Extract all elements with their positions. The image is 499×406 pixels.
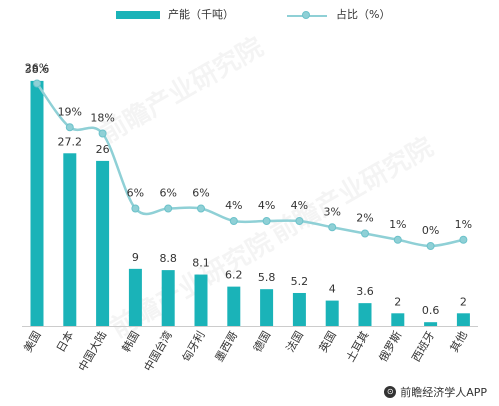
line-value-label: 1% (389, 218, 406, 231)
bar-value-label: 3.6 (356, 285, 374, 298)
line-point (197, 204, 205, 213)
x-tick-label: 俄罗斯 (377, 329, 405, 364)
line-value-label: 0% (422, 224, 439, 237)
line-value-label: 4% (258, 199, 275, 212)
x-tick-label: 德国 (250, 329, 273, 355)
line-point (229, 217, 238, 225)
x-tick-label: 匈牙利 (179, 329, 208, 365)
bar (30, 80, 44, 326)
bar-value-label: 2 (394, 295, 401, 308)
line-point (361, 229, 369, 238)
bar-value-label: 9 (132, 251, 139, 264)
x-tick-label: 美国 (21, 329, 43, 355)
series-line-share (35, 82, 464, 248)
x-tick-label: 日本 (53, 329, 76, 355)
line-point (131, 204, 140, 213)
bar (424, 322, 438, 326)
bar-value-label: 5.8 (258, 271, 276, 284)
line-point (164, 204, 173, 213)
line-value-label: 6% (192, 187, 209, 200)
line-point (459, 235, 468, 244)
bar-value-label: 27.2 (58, 135, 83, 148)
x-tick-label: 土耳其 (344, 329, 372, 364)
bar (227, 286, 241, 326)
legend-line-label: 占比（%） (336, 8, 391, 21)
x-tick-label: 西班牙 (409, 329, 437, 364)
bar (63, 153, 77, 326)
bar (391, 313, 405, 326)
line-point (328, 223, 337, 232)
line-value-label: 19% (58, 105, 82, 118)
x-tick-label: 英国 (316, 329, 339, 355)
bar (325, 300, 339, 326)
line-point (262, 217, 271, 225)
line-point (33, 79, 41, 88)
bar (194, 274, 208, 326)
line-point (65, 123, 74, 132)
bar (456, 313, 470, 326)
source-text: 前瞻经济学人APP (400, 386, 487, 399)
bar (161, 270, 175, 326)
line-point (295, 217, 304, 225)
line-value-label: 6% (127, 187, 144, 200)
line-point (393, 235, 402, 244)
bar-value-label: 4 (329, 283, 336, 296)
line-point (426, 242, 435, 250)
line-value-label: 2% (356, 212, 373, 225)
x-tick-label: 中国大陆 (75, 329, 109, 374)
bar-value-label: 2 (460, 295, 467, 308)
line-value-label: 3% (323, 205, 340, 218)
x-tick-label: 中国台湾 (141, 329, 175, 374)
bar-value-label: 5.2 (291, 275, 309, 288)
line-value-label: 1% (455, 218, 472, 231)
bar (128, 268, 142, 326)
line-point (98, 129, 107, 138)
line-value-label: 6% (159, 187, 176, 200)
footer: ⊙ 前瞻经济学人APP (384, 384, 487, 400)
line-value-label: 4% (225, 199, 242, 212)
x-tick-label: 法国 (283, 329, 306, 355)
line-value-label: 18% (90, 112, 114, 125)
source-logo-icon: ⊙ (384, 386, 397, 398)
line-value-label: 4% (291, 199, 308, 212)
legend-bar-label: 产能（千吨） (168, 8, 234, 21)
bar-value-label: 8.8 (159, 252, 177, 265)
bar (260, 289, 274, 326)
bar-value-label: 0.6 (422, 304, 440, 317)
bar (96, 160, 110, 326)
x-tick-label: 其他 (448, 329, 470, 355)
bar-value-label: 38.6 (25, 63, 50, 76)
bar-value-label: 8.1 (192, 257, 210, 270)
bar (358, 303, 372, 326)
line-value-label: 26% (25, 62, 49, 75)
legend-line-marker (302, 11, 310, 19)
bar-value-label: 26 (96, 143, 110, 156)
x-tick-label: 墨西哥 (213, 329, 241, 364)
bar (292, 292, 306, 326)
bar-value-label: 6.2 (225, 269, 243, 282)
x-tick-label: 韩国 (119, 329, 142, 355)
legend-bar-swatch (116, 11, 160, 19)
